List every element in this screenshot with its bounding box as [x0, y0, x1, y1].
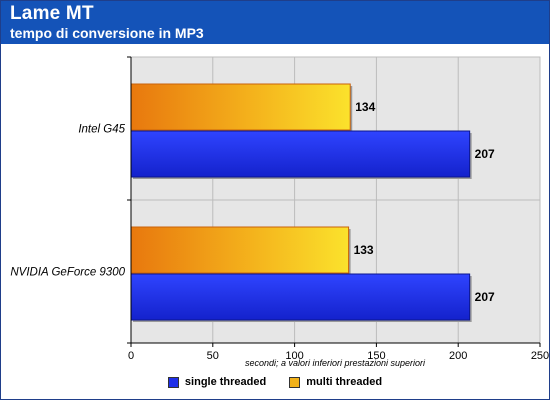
value-label-multi-threaded: 134: [355, 100, 375, 114]
value-label-single-threaded: 207: [475, 147, 495, 161]
chart-title: Lame MT: [10, 3, 94, 24]
chart-subtitle: tempo di conversione in MP3: [10, 25, 204, 41]
x-tick-label: 150: [367, 350, 385, 362]
value-labels: 134 207 133 207: [354, 100, 495, 304]
legend-label-multi: multi threaded: [306, 376, 383, 388]
legend-item-single: single threaded: [167, 376, 267, 388]
value-label-multi-threaded: 133: [354, 243, 374, 257]
value-label-single-threaded: 207: [475, 290, 495, 304]
legend-item-multi: multi threaded: [289, 376, 382, 388]
x-axis-label: secondi; a valori inferiori prestazioni …: [245, 358, 426, 368]
x-tick-label: 50: [207, 350, 219, 362]
bar-multi-threaded: [130, 83, 351, 131]
legend-swatch-single: [167, 376, 179, 388]
x-tick-label: 250: [531, 350, 549, 362]
x-tick-label: 100: [285, 350, 303, 362]
chart-header: Lame MT tempo di conversione in MP3: [1, 1, 549, 44]
bar-single-threaded: [130, 273, 471, 321]
category-label: NVIDIA GeForce 9300: [10, 267, 125, 279]
bars: [130, 83, 472, 322]
x-tick-label: 0: [128, 350, 134, 362]
legend: single threaded multi threaded: [1, 376, 549, 391]
legend-label-single: single threaded: [184, 376, 267, 388]
x-tick-label: 200: [449, 350, 467, 362]
category-label: Intel G45: [78, 124, 125, 136]
legend-swatch-multi: [289, 376, 301, 388]
bar-single-threaded: [130, 130, 471, 178]
axes: 0 50 100 150 200 250 Intel G45 NVIDIA GeForce 9…: [10, 56, 549, 362]
bar-chart: 134 207 133 207 0 50 100 150 200 250 Intel G45 NVI…: [10, 56, 549, 368]
bar-multi-threaded: [130, 226, 350, 274]
